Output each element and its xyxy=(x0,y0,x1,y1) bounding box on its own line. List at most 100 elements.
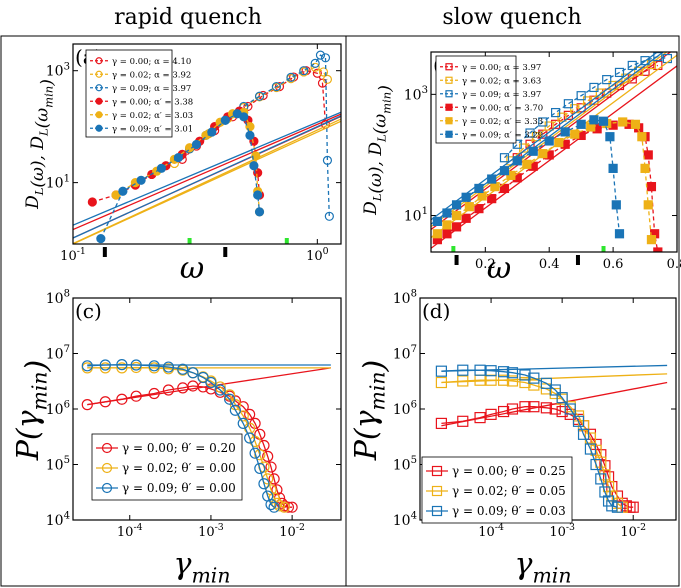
data-point xyxy=(614,229,625,239)
legend-label: γ = 0.09; α = 3.97 xyxy=(112,84,191,94)
plot-area xyxy=(435,364,668,513)
fit-line xyxy=(73,113,341,231)
fit-line xyxy=(431,52,668,228)
data-point xyxy=(643,150,653,160)
data-point xyxy=(442,220,452,230)
data-point xyxy=(312,68,322,78)
data-point xyxy=(197,371,209,384)
data-point xyxy=(432,216,442,226)
data-point xyxy=(618,117,628,127)
data-point xyxy=(130,390,142,402)
data-point xyxy=(477,191,487,201)
data-point xyxy=(554,137,564,148)
data-point xyxy=(599,486,611,498)
data-point xyxy=(322,74,333,84)
data-point xyxy=(506,403,519,415)
legend-label: γ = 0.09; θ′ = 0.00 xyxy=(122,481,236,495)
fit-line xyxy=(73,111,341,226)
data-point xyxy=(576,91,586,101)
panel-label: (c) xyxy=(75,299,102,323)
data-point xyxy=(634,66,644,76)
legend-marker xyxy=(101,442,113,454)
data-point xyxy=(442,229,452,239)
data-point xyxy=(254,462,266,475)
data-point xyxy=(499,183,510,194)
plot-area xyxy=(431,52,677,252)
plot-frame xyxy=(430,51,678,253)
legend-marker xyxy=(101,462,113,474)
omega-mark-green xyxy=(601,246,606,252)
legend-label: γ = 0.09; α = 3.97 xyxy=(462,90,541,100)
data-point xyxy=(497,366,510,378)
legend-marker xyxy=(95,111,103,119)
data-point xyxy=(528,372,540,384)
data-point xyxy=(485,408,497,420)
data-point xyxy=(576,119,586,129)
data-point xyxy=(273,500,286,512)
data-point xyxy=(528,146,538,156)
legend-marker xyxy=(445,103,453,111)
plot-frame xyxy=(72,43,342,245)
data-point xyxy=(324,211,334,221)
data-point xyxy=(549,403,561,415)
data-point xyxy=(173,152,183,163)
data-point xyxy=(474,411,486,424)
data-point xyxy=(116,359,128,371)
data-point xyxy=(99,362,111,374)
data-point xyxy=(451,210,462,221)
data-point xyxy=(315,50,326,60)
data-point xyxy=(130,359,142,371)
panel-label: (d) xyxy=(422,299,450,323)
data-point xyxy=(506,170,516,180)
legend-marker xyxy=(431,465,443,477)
data-point xyxy=(627,60,637,71)
data-point xyxy=(148,387,160,400)
data-point xyxy=(544,136,554,146)
data-point xyxy=(148,360,160,372)
data-point xyxy=(244,432,256,444)
legend-box xyxy=(435,55,517,144)
legend-label: γ = 0.00; α = 3.97 xyxy=(462,63,541,73)
data-point xyxy=(245,130,255,140)
data-point xyxy=(96,233,106,244)
legend-label: γ = 0.00; θ′ = 0.25 xyxy=(452,464,566,478)
data-point xyxy=(214,381,226,393)
data-point xyxy=(214,384,226,396)
x-tick-label: 0.6 xyxy=(603,257,624,272)
legend-label: γ = 0.00; θ′ = 0.20 xyxy=(122,441,236,455)
data-point xyxy=(268,473,280,485)
data-point xyxy=(564,403,576,415)
data-point xyxy=(538,149,548,159)
legend-marker xyxy=(445,90,453,98)
series-2 xyxy=(435,364,668,513)
series-5 xyxy=(431,52,665,239)
series-line xyxy=(87,366,285,508)
data-point xyxy=(506,375,519,387)
data-point xyxy=(111,190,121,200)
data-point xyxy=(630,119,641,129)
omega-mark-green xyxy=(187,238,192,244)
legend-marker xyxy=(445,76,453,84)
data-point xyxy=(540,377,552,389)
data-point xyxy=(229,404,241,416)
legend-marker xyxy=(445,63,453,71)
data-point xyxy=(584,443,597,455)
y-axis-label: DL(ω), DL(ωmin) xyxy=(23,79,57,210)
data-point xyxy=(519,369,531,381)
data-point xyxy=(525,128,535,138)
omega-mark-black xyxy=(575,255,580,265)
legend-label: γ = 0.09; α′ = 3.29 xyxy=(462,130,543,140)
legend-label: γ = 0.02; θ′ = 0.00 xyxy=(122,461,236,475)
data-point xyxy=(646,182,657,192)
data-point xyxy=(239,112,249,122)
data-point xyxy=(136,175,146,185)
legend-marker xyxy=(95,84,103,92)
series-2 xyxy=(81,359,331,513)
data-point xyxy=(457,415,469,427)
data-point xyxy=(81,360,93,372)
data-point xyxy=(162,361,175,373)
data-point xyxy=(253,168,263,178)
legend-label: γ = 0.00; α′ = 3.70 xyxy=(462,103,543,113)
